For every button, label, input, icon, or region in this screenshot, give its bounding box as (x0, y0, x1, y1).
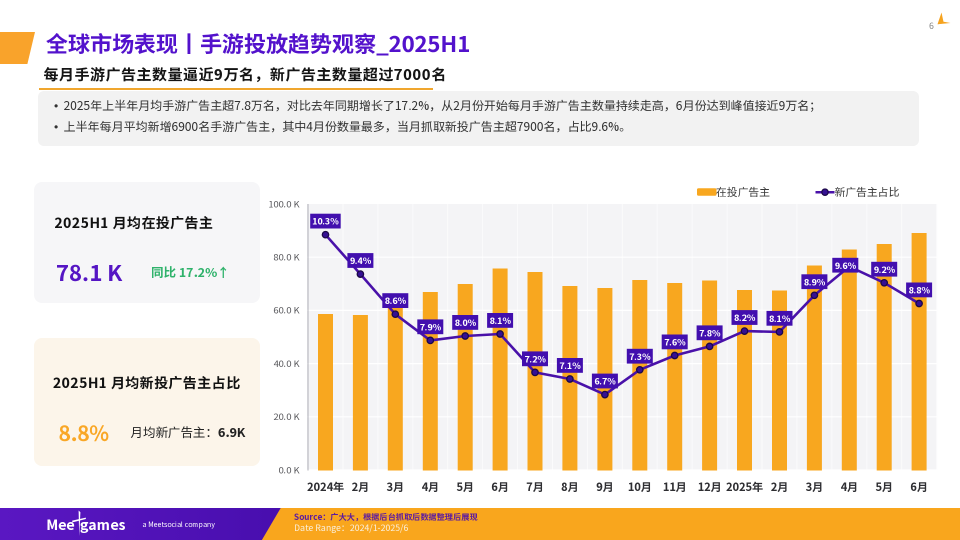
svg-text:4月: 4月 (841, 479, 859, 495)
svg-text:2月: 2月 (352, 479, 370, 495)
svg-text:7.1%: 7.1% (559, 359, 582, 372)
svg-text:20.0 K: 20.0 K (272, 409, 300, 423)
svg-text:60.0 K: 60.0 K (273, 303, 300, 317)
svg-text:40.0 K: 40.0 K (273, 356, 300, 370)
svg-text:9.2%: 9.2% (874, 263, 897, 276)
svg-text:12月: 12月 (698, 479, 722, 495)
svg-text:在投广告主: 在投广告主 (716, 184, 770, 200)
svg-text:8.0%: 8.0% (455, 316, 478, 329)
svg-text:8.1%: 8.1% (490, 314, 513, 327)
svg-text:3月: 3月 (387, 479, 405, 495)
svg-text:新广告主占比: 新广告主占比 (835, 184, 900, 200)
svg-text:5月: 5月 (456, 479, 474, 495)
svg-text:7.6%: 7.6% (664, 336, 687, 349)
svg-text:8月: 8月 (561, 479, 579, 495)
svg-text:7.3%: 7.3% (629, 350, 652, 363)
svg-text:7月: 7月 (526, 479, 544, 495)
svg-text:2月: 2月 (771, 479, 789, 495)
svg-text:2025年: 2025年 (726, 479, 763, 495)
svg-text:3月: 3月 (806, 479, 824, 495)
svg-text:9月: 9月 (596, 479, 614, 495)
svg-text:0.0 K: 0.0 K (279, 462, 301, 476)
svg-text:5月: 5月 (875, 479, 893, 495)
svg-text:10月: 10月 (628, 479, 652, 495)
svg-text:7.9%: 7.9% (420, 320, 443, 333)
svg-text:100.0 K: 100.0 K (268, 196, 300, 210)
svg-text:8.6%: 8.6% (385, 294, 408, 307)
svg-text:6.7%: 6.7% (594, 375, 617, 388)
svg-text:7.2%: 7.2% (524, 352, 547, 365)
svg-text:11月: 11月 (663, 479, 687, 495)
svg-text:9.6%: 9.6% (835, 259, 858, 272)
svg-text:80.0 K: 80.0 K (273, 250, 300, 264)
svg-text:7.8%: 7.8% (699, 326, 722, 339)
svg-text:6月: 6月 (910, 479, 928, 495)
svg-text:4月: 4月 (422, 479, 440, 495)
svg-text:8.8%: 8.8% (909, 284, 932, 297)
svg-text:2024年: 2024年 (307, 479, 344, 495)
svg-text:8.2%: 8.2% (734, 311, 757, 324)
svg-text:8.9%: 8.9% (804, 275, 827, 288)
svg-text:6月: 6月 (491, 479, 509, 495)
svg-text:9.4%: 9.4% (350, 254, 373, 267)
svg-text:10.3%: 10.3% (312, 215, 340, 228)
svg-text:8.1%: 8.1% (769, 312, 792, 325)
